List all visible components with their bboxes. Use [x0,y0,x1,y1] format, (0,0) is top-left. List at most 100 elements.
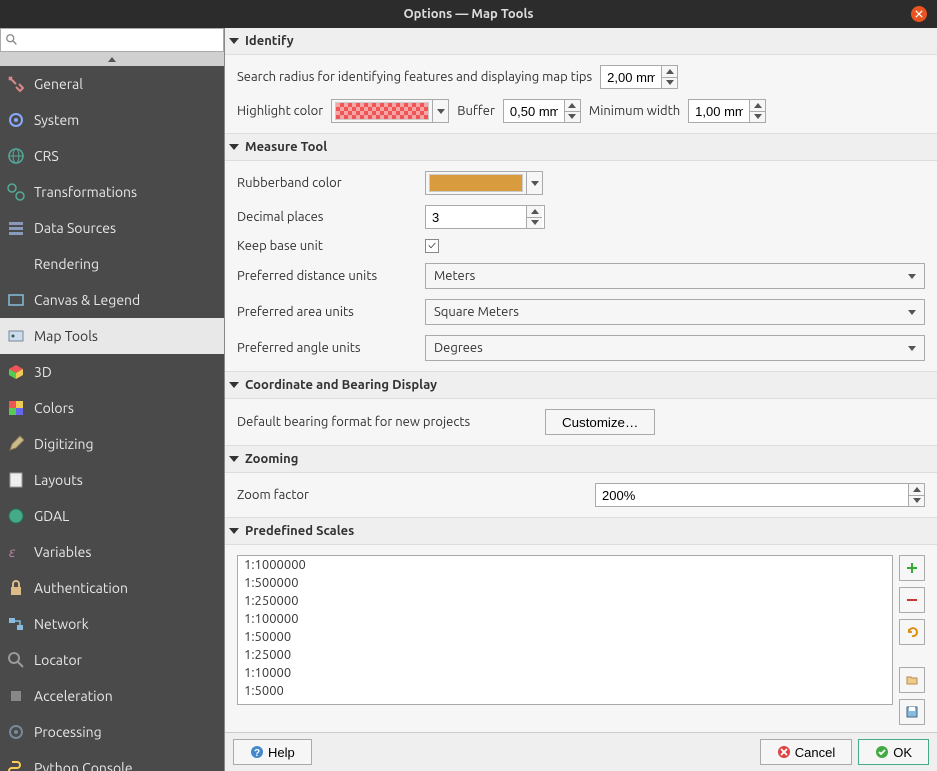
spin-down[interactable] [565,112,580,123]
help-button[interactable]: ? Help [233,739,312,765]
sidebar-scroll-up[interactable] [0,52,224,66]
window-title: Options — Map Tools [403,7,533,21]
highlight-color-label: Highlight color [237,104,323,118]
section-coord-header[interactable]: Coordinate and Bearing Display [225,371,937,399]
maptools-icon [6,326,26,346]
customize-button[interactable]: Customize… [545,409,655,435]
spin-down[interactable] [527,218,542,229]
cancel-label: Cancel [795,745,835,760]
keep-base-checkbox[interactable] [425,239,439,253]
section-zoom-header[interactable]: Zooming [225,445,937,473]
scale-item[interactable]: 1:500000 [238,574,892,592]
sidebar-item-label: 3D [34,364,52,380]
scale-item[interactable]: 1:2500 [238,700,892,705]
zoom-factor-label: Zoom factor [237,488,587,502]
min-width-value[interactable] [689,100,749,122]
sidebar-item-network[interactable]: Network [0,606,224,642]
decimal-input[interactable] [425,205,545,229]
min-width-input[interactable] [688,99,766,123]
spin-down[interactable] [909,496,924,507]
scale-item[interactable]: 1:10000 [238,664,892,682]
save-scale-button[interactable] [899,699,925,725]
scale-item[interactable]: 1:250000 [238,592,892,610]
decimal-value[interactable] [426,206,526,228]
rubberband-label: Rubberband color [237,176,417,190]
scale-item[interactable]: 1:5000 [238,682,892,700]
sidebar-item-general[interactable]: General [0,66,224,102]
spin-up[interactable] [527,206,542,218]
close-button[interactable] [911,6,927,22]
reset-scale-button[interactable] [899,619,925,645]
remove-scale-button[interactable] [899,587,925,613]
color-dropdown[interactable] [526,172,542,194]
sidebar-item-authentication[interactable]: Authentication [0,570,224,606]
scale-item[interactable]: 1:25000 [238,646,892,664]
python-icon [6,758,26,771]
section-identify-header[interactable]: Identify [225,28,937,55]
section-scales-header[interactable]: Predefined Scales [225,517,937,545]
sidebar-item-transformations[interactable]: Transformations [0,174,224,210]
search-radius-value[interactable] [601,66,661,88]
svg-text:?: ? [254,748,260,759]
search-input[interactable] [23,33,219,48]
dist-select[interactable]: Meters [425,263,925,289]
spin-down[interactable] [750,112,765,123]
sidebar-item-crs[interactable]: CRS [0,138,224,174]
sidebar-item-label: Digitizing [34,436,94,452]
zoom-factor-input[interactable] [595,483,925,507]
search-box[interactable] [0,28,224,52]
scale-item[interactable]: 1:100000 [238,610,892,628]
sidebar-item-python[interactable]: Python Console [0,750,224,771]
sidebar-item-label: Data Sources [34,220,116,236]
sidebar-item-colors[interactable]: Colors [0,390,224,426]
add-scale-button[interactable] [899,555,925,581]
section-measure-header[interactable]: Measure Tool [225,133,937,161]
chevron-down-icon [229,528,239,534]
sidebar-item-map-tools[interactable]: Map Tools [0,318,224,354]
highlight-color-button[interactable] [331,99,449,123]
spin-up[interactable] [909,484,924,496]
sidebar-item-variables[interactable]: ε Variables [0,534,224,570]
sidebar-item-3d[interactable]: 3D [0,354,224,390]
palette-icon [6,398,26,418]
folder-icon [905,673,919,687]
scale-item[interactable]: 1:1000000 [238,556,892,574]
color-dropdown[interactable] [432,100,448,122]
rubberband-color-button[interactable] [425,171,543,195]
spin-up[interactable] [565,100,580,112]
content-panel: Identify Search radius for identifying f… [225,28,937,771]
sidebar-item-rendering[interactable]: Rendering [0,246,224,282]
spin-up[interactable] [662,66,677,78]
sidebar-item-gdal[interactable]: GDAL [0,498,224,534]
area-select[interactable]: Square Meters [425,299,925,325]
default-bearing-label: Default bearing format for new projects [237,415,537,429]
area-value: Square Meters [434,305,900,319]
sidebar-item-label: GDAL [34,508,69,524]
sidebar-item-processing[interactable]: Processing [0,714,224,750]
sidebar-item-locator[interactable]: Locator [0,642,224,678]
spin-up[interactable] [750,100,765,112]
sidebar-item-system[interactable]: System [0,102,224,138]
cancel-button[interactable]: Cancel [760,739,852,765]
scale-item[interactable]: 1:50000 [238,628,892,646]
chevron-down-icon [229,456,239,462]
sidebar-item-layouts[interactable]: Layouts [0,462,224,498]
plus-icon [905,561,919,575]
brush-icon [6,254,26,274]
canvas-icon [6,290,26,310]
search-radius-input[interactable] [600,65,678,89]
angle-select[interactable]: Degrees [425,335,925,361]
scale-list[interactable]: 1:10000001:5000001:2500001:1000001:50000… [237,555,893,705]
spin-down[interactable] [662,78,677,89]
open-scale-button[interactable] [899,667,925,693]
sidebar-item-acceleration[interactable]: Acceleration [0,678,224,714]
transform-icon [6,182,26,202]
sidebar-item-data-sources[interactable]: Data Sources [0,210,224,246]
buffer-input[interactable] [503,99,581,123]
ok-button[interactable]: OK [858,739,929,765]
sidebar-item-digitizing[interactable]: Digitizing [0,426,224,462]
section-title: Coordinate and Bearing Display [245,378,437,392]
zoom-factor-value[interactable] [596,484,908,506]
buffer-value[interactable] [504,100,564,122]
sidebar-item-canvas[interactable]: Canvas & Legend [0,282,224,318]
